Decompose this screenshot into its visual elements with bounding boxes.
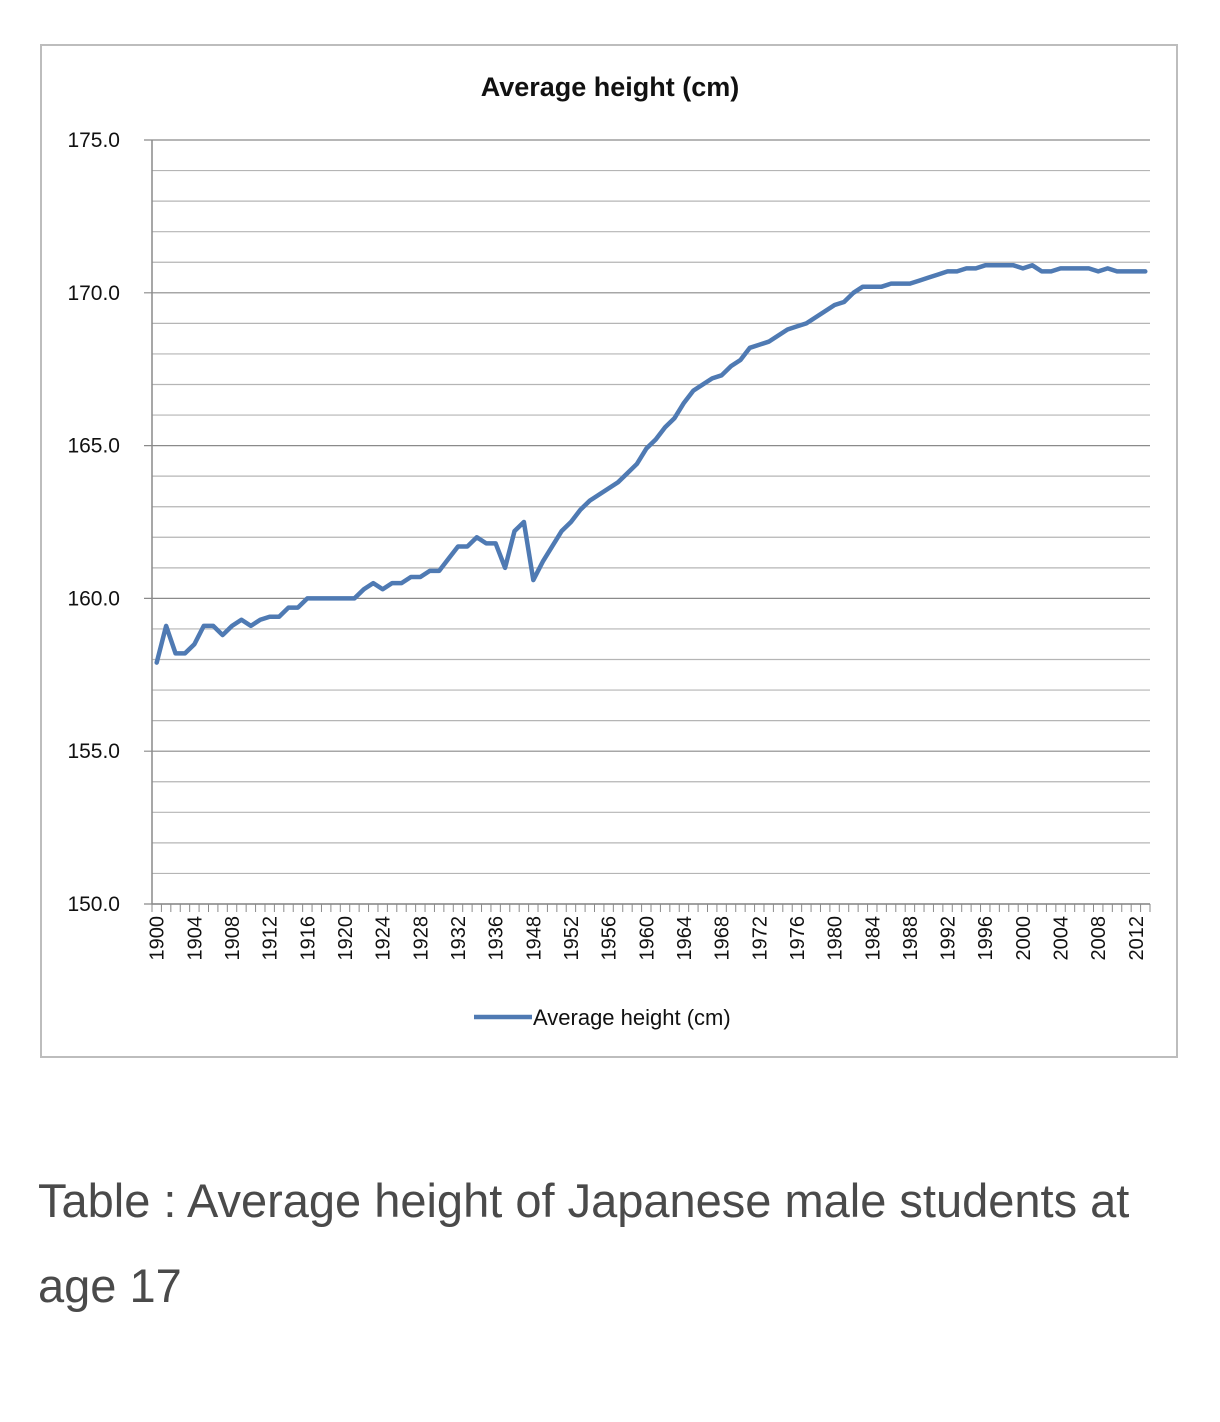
x-tick-label: 1960 bbox=[636, 916, 658, 961]
x-tick-label: 1992 bbox=[938, 916, 960, 961]
x-tick-label: 1988 bbox=[900, 916, 922, 961]
x-tick-label: 1924 bbox=[373, 916, 395, 961]
x-tick-label: 1976 bbox=[787, 916, 809, 961]
x-tick-label: 1932 bbox=[448, 916, 470, 961]
x-tick-label: 1948 bbox=[523, 916, 545, 961]
x-tick-label: 2012 bbox=[1126, 916, 1148, 961]
caption: Table : Average height of Japanese male … bbox=[38, 1174, 1130, 1312]
x-tick-label: 1916 bbox=[297, 916, 319, 961]
grid bbox=[144, 139, 1150, 905]
legend: Average height (cm) bbox=[474, 1005, 731, 1030]
y-tick-label: 170.0 bbox=[67, 282, 120, 305]
y-tick-label: 175.0 bbox=[67, 129, 120, 152]
x-tick-label: 1984 bbox=[862, 916, 884, 961]
axes: 150.0 155.0 160.0 165.0 170.0 175.0 1900 1904 19… bbox=[67, 129, 1151, 961]
y-tick-label: 165.0 bbox=[67, 435, 120, 458]
x-tick-label: 1968 bbox=[712, 916, 734, 961]
chart-frame: 150.0 155.0 160.0 165.0 170.0 175.0 1900 1904 19… bbox=[40, 44, 1178, 1058]
y-tick-label: 160.0 bbox=[67, 587, 120, 610]
x-tick-label: 1980 bbox=[825, 916, 847, 961]
y-tick-label: 155.0 bbox=[67, 740, 120, 763]
x-tick-label: 1996 bbox=[975, 916, 997, 961]
x-tick-label: 1952 bbox=[561, 916, 583, 961]
x-tick-label: 1900 bbox=[147, 916, 169, 961]
x-tick-label: 1936 bbox=[486, 916, 508, 961]
x-tick-label: 1972 bbox=[749, 916, 771, 961]
x-tick-label: 1904 bbox=[184, 916, 206, 961]
x-tick-label: 1908 bbox=[222, 916, 244, 961]
x-tick-label: 1928 bbox=[410, 916, 432, 961]
series-layer bbox=[154, 263, 1148, 665]
x-tick-label: 2000 bbox=[1013, 916, 1035, 961]
legend-label: Average height (cm) bbox=[533, 1005, 731, 1030]
x-tick-label: 1920 bbox=[335, 916, 357, 961]
line-chart: 150.0 155.0 160.0 165.0 170.0 175.0 1900 1904 19… bbox=[67, 72, 1151, 1030]
chart-title: Average height (cm) bbox=[481, 72, 740, 102]
x-tick-label: 2004 bbox=[1051, 916, 1073, 961]
series-line bbox=[154, 263, 1148, 665]
x-tick-label: 1912 bbox=[260, 916, 282, 961]
x-tick-label: 1964 bbox=[674, 916, 696, 961]
x-tick-label: 1956 bbox=[599, 916, 621, 961]
x-tick-label: 2008 bbox=[1088, 916, 1110, 961]
y-tick-label: 150.0 bbox=[67, 893, 120, 916]
